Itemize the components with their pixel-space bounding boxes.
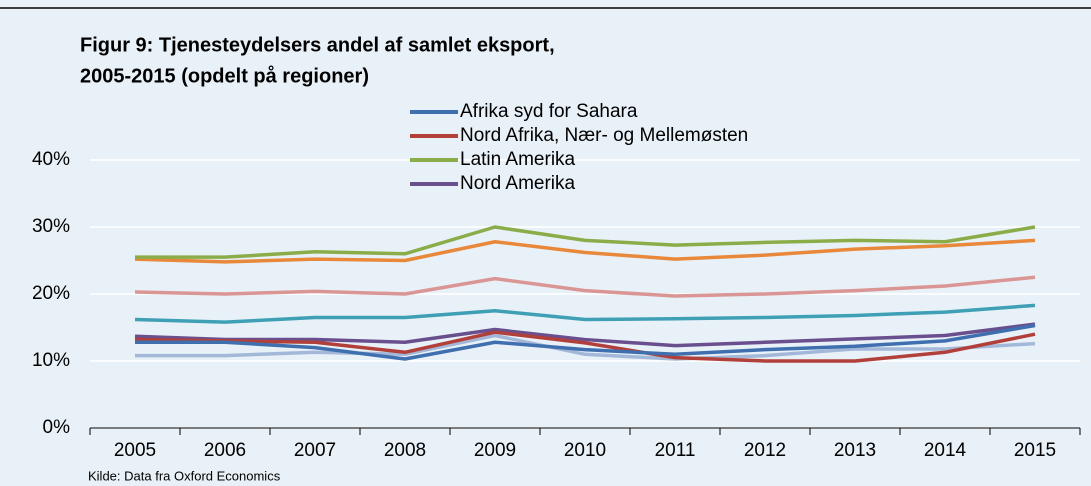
x-tick-label: 2012: [744, 440, 786, 461]
x-tick-label: 2005: [114, 440, 156, 461]
line-series: [135, 323, 1036, 361]
y-tick-label: 20%: [32, 283, 70, 304]
x-tick-label: 2010: [564, 440, 606, 461]
x-tick-label: 2011: [655, 440, 696, 461]
y-tick-label: 0%: [43, 417, 71, 438]
line-series: [135, 333, 1036, 361]
legend-label: Nord Amerika: [460, 173, 576, 194]
line-series: [134, 275, 1036, 298]
x-tick-label: 2006: [204, 440, 246, 461]
x-tick-label: 2013: [834, 440, 876, 461]
line-series: [134, 322, 1036, 348]
legend-label: Afrika syd for Sahara: [460, 101, 638, 122]
x-tick-label: 2015: [1014, 440, 1056, 461]
source: Kilde: Data fra Oxford Economics: [88, 468, 281, 483]
line-series: [134, 238, 1036, 264]
y-tick-label: 30%: [32, 216, 70, 237]
y-tick-label: 10%: [32, 350, 70, 371]
y-tick-label: 40%: [32, 149, 70, 170]
x-tick-label: 2009: [474, 440, 516, 461]
chart-title: Figur 9: Tjenesteydelsers andel af samle…: [80, 34, 555, 56]
chart-title: 2005-2015 (opdelt på regioner): [80, 64, 369, 87]
x-tick-label: 2007: [294, 440, 336, 461]
legend-label: Nord Afrika, Nær- og Mellemøsten: [460, 125, 748, 146]
x-tick-label: 2008: [384, 440, 426, 461]
line-series: [134, 330, 1036, 363]
line-series: [134, 303, 1036, 324]
legend-label: Latin Amerika: [460, 149, 576, 170]
x-tick-label: 2014: [924, 440, 967, 461]
line-series: [135, 225, 1036, 259]
